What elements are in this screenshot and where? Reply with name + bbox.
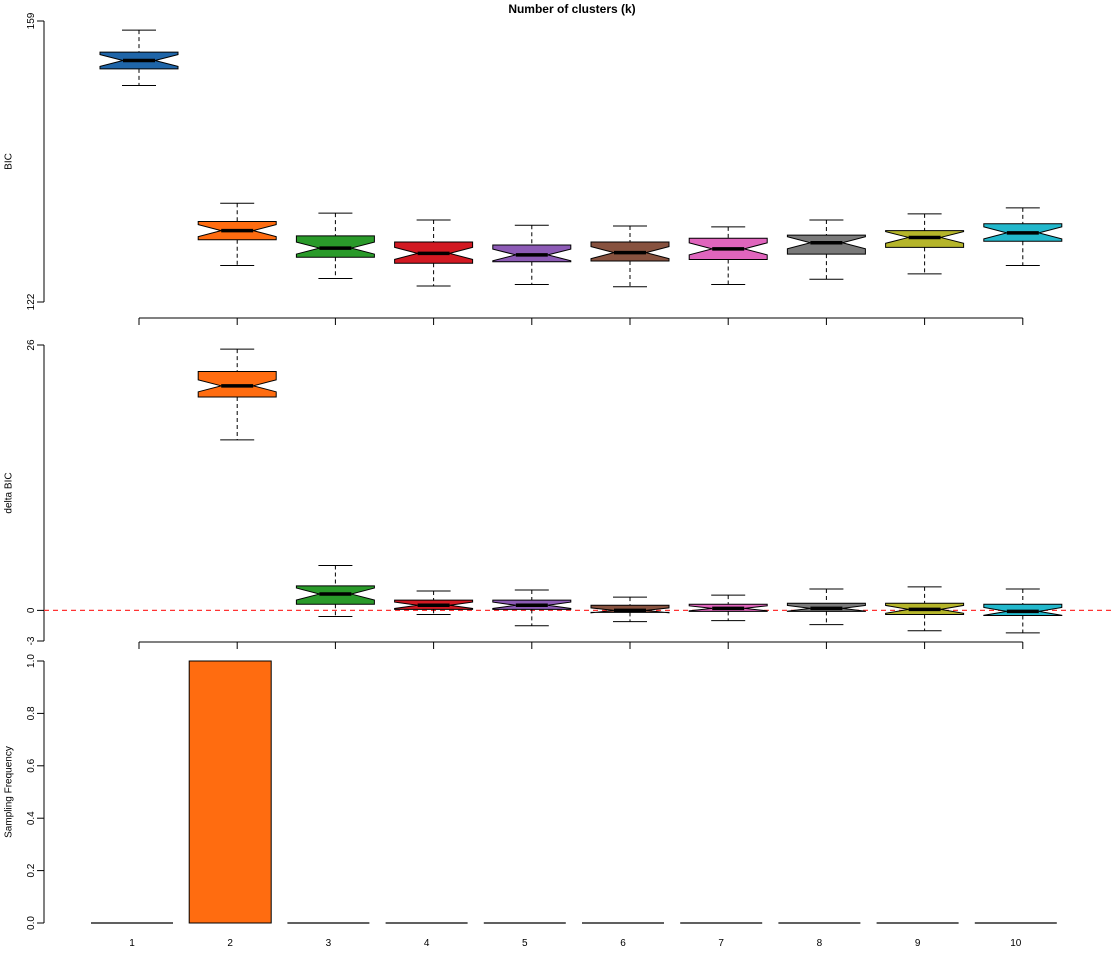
box-7 <box>688 594 768 622</box>
notched-box <box>786 234 866 255</box>
box-3 <box>295 564 375 618</box>
box-10 <box>983 207 1063 267</box>
y-tick-label: 0.0 <box>26 916 37 930</box>
y-tick-label: 1.0 <box>26 654 37 668</box>
y-tick-label: 0 <box>26 607 37 613</box>
sampling-frequency-bar-panel: 0.0 0.2 0.4 0.6 0.8 1.0 Sampling Frequency 1 2 3 4… <box>4 654 1057 949</box>
x-tick-label: 4 <box>424 938 430 949</box>
y-tick-label: 0.2 <box>26 863 37 877</box>
box-2 <box>197 202 277 267</box>
y-tick-label: 159 <box>26 12 37 29</box>
x-tick-label: 2 <box>227 938 233 949</box>
box-1 <box>99 29 179 87</box>
y-tick-label: 26 <box>26 339 37 351</box>
y-tick-label: 122 <box>26 293 37 310</box>
box-4 <box>394 219 474 287</box>
box-9 <box>885 586 965 632</box>
box-8 <box>786 219 866 280</box>
x-tick-label: 5 <box>522 938 528 949</box>
bar-2 <box>188 660 272 924</box>
x-tick-label: 9 <box>915 938 921 949</box>
box-5 <box>492 224 572 286</box>
box-9 <box>885 213 965 275</box>
box-6 <box>590 596 670 623</box>
y-tick-label: 0.4 <box>26 811 37 825</box>
figure-title: Number of clusters (k) <box>508 2 635 16</box>
y-tick-label: 0.8 <box>26 706 37 720</box>
y-axis-label: Sampling Frequency <box>4 746 15 838</box>
x-tick-label: 7 <box>718 938 724 949</box>
x-tick-label: 1 <box>129 938 135 949</box>
x-tick-label: 3 <box>326 938 332 949</box>
box-3 <box>295 212 375 279</box>
x-tick-label: 10 <box>1010 938 1022 949</box>
box-7 <box>688 226 768 286</box>
y-tick-label: -3 <box>26 636 37 645</box>
y-axis-label: BIC <box>4 153 15 170</box>
x-tick-label: 8 <box>817 938 823 949</box>
y-axis-label: delta BIC <box>4 472 15 513</box>
x-tick-label: 6 <box>620 938 626 949</box>
box-4 <box>394 590 474 615</box>
box-5 <box>492 589 572 627</box>
box-10 <box>983 588 1063 634</box>
delta-bic-boxplot-panel: -3 0 26 delta BIC <box>4 339 1112 649</box>
bic-boxplot-panel: 122 159 BIC <box>4 12 1063 325</box>
y-tick-label: 0.6 <box>26 758 37 772</box>
box-6 <box>590 225 670 288</box>
box-2 <box>197 348 277 441</box>
box-8 <box>786 588 866 626</box>
